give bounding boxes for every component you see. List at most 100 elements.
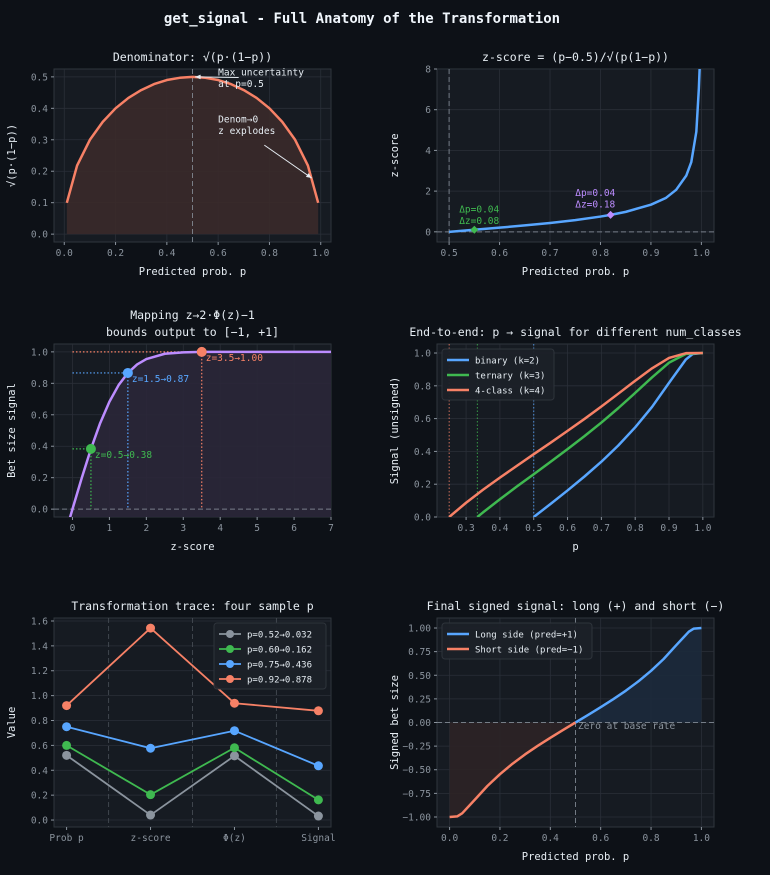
chart-panel-6: 0.0 0.2 0.4 0.6 0.8 1.0 −1.00 −0.75 −0.50 −0.25 0.… xyxy=(389,599,724,863)
marker-label: z=1.5→0.87 xyxy=(132,374,189,385)
legend-label: 4-class (k=4) xyxy=(475,387,545,397)
series-line xyxy=(68,350,331,517)
annotation-text: Max uncertainty xyxy=(218,67,304,78)
y-tick-label: 1.0 xyxy=(31,691,48,702)
chart-panel-4: 0.3 0.4 0.5 0.6 0.7 0.8 0.9 1.0 0.0 0.2 0.4 0.6 0.8 1… xyxy=(389,325,742,553)
y-tick-label: 0.6 xyxy=(414,414,431,425)
x-tick-label: 0.5 xyxy=(525,523,542,534)
x-tick-label: 1.0 xyxy=(693,248,710,259)
y-tick-label: 0.4 xyxy=(31,104,48,115)
y-tick-label: 0.5 xyxy=(31,72,48,83)
y-tick-label: 4 xyxy=(425,146,431,157)
data-point xyxy=(229,726,239,736)
chart-panel-5: Prob p z-score Φ(z) Signal 0.0 0.2 0.4 0.6 0.8 1.… xyxy=(6,599,336,844)
data-point xyxy=(229,751,239,761)
x-tick-label: 2 xyxy=(143,523,149,534)
x-tick-label: 0.8 xyxy=(642,833,659,844)
data-point xyxy=(229,698,239,708)
plot-content xyxy=(437,69,714,242)
x-tick-label: 0.0 xyxy=(441,833,458,844)
x-tick-label: 1 xyxy=(107,523,113,534)
x-tick-label: 0.5 xyxy=(441,248,458,259)
chart-title: Final signed signal: long (+) and short … xyxy=(427,599,725,613)
x-tick-label: 0.4 xyxy=(158,248,175,259)
y-tick-label: 8 xyxy=(425,65,431,76)
x-tick-label: 0.9 xyxy=(642,248,659,259)
series-fill xyxy=(449,722,576,817)
x-axis-label: Predicted prob. p xyxy=(139,266,246,278)
data-point xyxy=(146,623,156,633)
x-tick-label: 7 xyxy=(328,523,334,534)
y-tick-label: 0.0 xyxy=(31,505,48,516)
legend-label: ternary (k=3) xyxy=(475,372,545,382)
annotation-text: Δp=0.04 xyxy=(459,204,499,215)
legend-box xyxy=(441,622,593,660)
data-point xyxy=(62,701,72,711)
panels: 0.0 0.2 0.4 0.6 0.8 1.0 0.0 0.1 0.2 0.3 0.4 0.5 Max … xyxy=(6,50,742,863)
y-tick-label: 0.0 xyxy=(31,816,48,827)
chart-panel-2: 0.5 0.6 0.7 0.8 0.9 1.002468Δp=0.04Δz=0.08Δp=… xyxy=(389,50,715,278)
y-tick-label: 0.2 xyxy=(414,480,431,491)
y-tick-label: 0 xyxy=(425,227,431,238)
plot-content xyxy=(54,618,331,827)
series-line xyxy=(66,754,319,817)
series-line xyxy=(66,725,319,767)
annotation-text: Denom→0 xyxy=(218,114,258,125)
y-tick-label: 0.6 xyxy=(31,410,48,421)
data-point xyxy=(313,795,323,805)
data-point xyxy=(62,740,72,750)
x-tick-label: 0.6 xyxy=(491,248,508,259)
legend-marker xyxy=(226,630,234,638)
legend-label: p=0.52→0.032 xyxy=(247,631,312,641)
data-point xyxy=(62,750,72,760)
y-tick-label: 0.1 xyxy=(31,198,48,209)
y-tick-label: 0.0 xyxy=(31,230,48,241)
legend: p=0.52→0.032 p=0.60→0.162 p=0.75→0.436 p=0.… xyxy=(213,622,327,690)
series-fill xyxy=(575,628,702,723)
plot-content xyxy=(54,69,331,242)
x-tick-label: 0 xyxy=(70,523,76,534)
x-tick-label: 1.0 xyxy=(693,833,710,844)
y-tick-label: −1.00 xyxy=(402,812,431,823)
y-tick-label: 1.0 xyxy=(31,347,48,358)
series-fill xyxy=(66,76,319,235)
chart-title: Transformation trace: four sample p xyxy=(71,599,313,613)
y-tick-label: 0.4 xyxy=(31,766,48,777)
x-tick-label: Prob p xyxy=(49,833,84,844)
x-tick-label: 5 xyxy=(254,523,260,534)
y-tick-label: −0.25 xyxy=(402,742,431,753)
annotation-text: Zero at base rate xyxy=(578,721,676,732)
series-line xyxy=(65,75,320,204)
plot-area xyxy=(436,68,715,243)
chart-title: End-to-end: p → signal for different num… xyxy=(409,325,741,339)
legend-label: Short side (pred=−1) xyxy=(475,646,583,656)
x-axis-label: p xyxy=(572,541,578,553)
x-tick-label: 4 xyxy=(217,523,223,534)
legend-marker xyxy=(226,645,234,653)
series-line xyxy=(65,627,319,712)
legend-label: p=0.92→0.878 xyxy=(247,676,312,686)
data-point xyxy=(313,761,323,771)
y-tick-label: 0.00 xyxy=(408,718,431,729)
x-tick-label: 0.0 xyxy=(56,248,73,259)
x-tick-label: 1.0 xyxy=(312,248,329,259)
x-axis-label: Predicted prob. p xyxy=(522,266,629,278)
data-point xyxy=(313,811,323,821)
y-tick-label: 6 xyxy=(425,105,431,116)
marker-point xyxy=(85,443,96,454)
y-tick-label: 0.3 xyxy=(31,135,48,146)
series-line xyxy=(476,351,703,517)
y-tick-label: −0.50 xyxy=(402,765,431,776)
y-tick-label: 0.4 xyxy=(31,442,48,453)
data-point xyxy=(146,743,156,753)
legend-box xyxy=(213,622,327,690)
legend-label: Long side (pred=+1) xyxy=(475,631,578,641)
annotation-text: Δz=0.18 xyxy=(575,200,615,211)
y-tick-label: 0.2 xyxy=(31,167,48,178)
series-line xyxy=(574,626,702,724)
y-tick-label: 0.2 xyxy=(31,791,48,802)
x-tick-label: 0.3 xyxy=(458,523,475,534)
x-tick-label: 0.9 xyxy=(660,523,677,534)
y-axis-label: √(p·(1−p)) xyxy=(6,124,18,187)
x-tick-label: 3 xyxy=(180,523,186,534)
